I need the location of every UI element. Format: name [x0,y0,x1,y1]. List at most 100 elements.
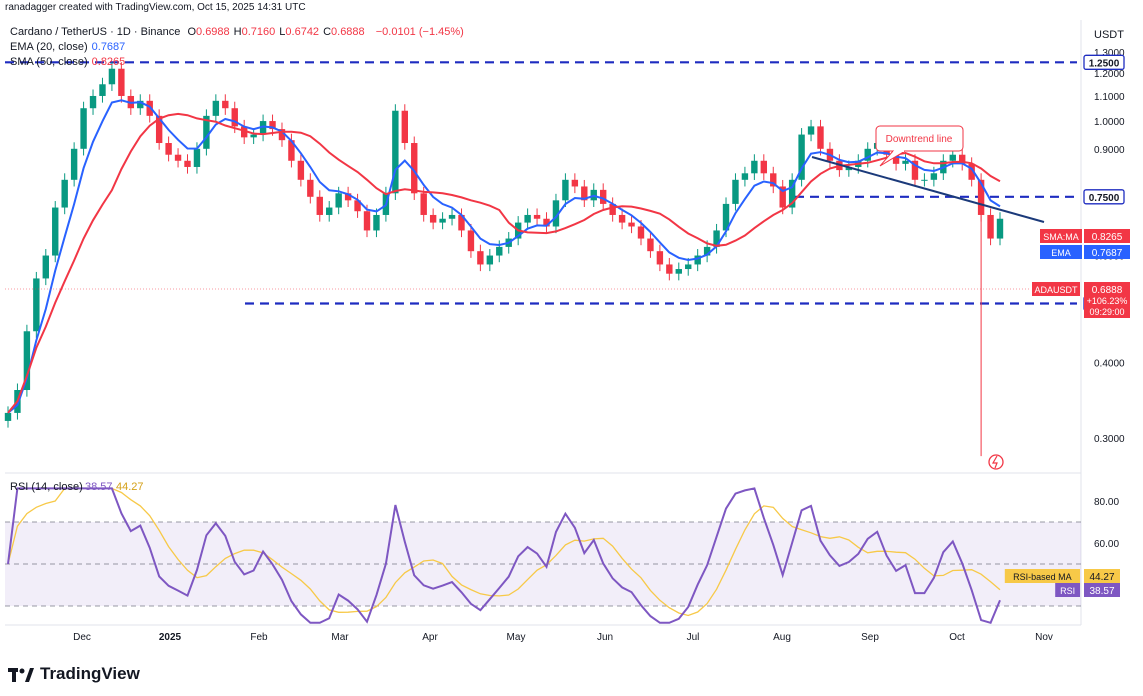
downtrend-label: Downtrend line [886,134,953,145]
svg-text:0.7687: 0.7687 [1092,248,1123,259]
candle [61,173,68,215]
price-tick: 1.1000 [1094,92,1125,103]
symbol-line: Cardano / TetherUS · 1D · Binance O0.698… [10,26,468,38]
candle [600,183,607,211]
candle [552,193,560,234]
candle [184,154,191,174]
candle [798,128,805,187]
candle [618,208,626,230]
candle [203,109,210,156]
rsi-lines [7,487,1001,625]
candle [33,271,40,338]
time-axis[interactable]: Dec 2025 Feb Mar Apr May Jun Jul Aug Sep Oct Nov [73,632,1053,643]
time-tick: 2025 [159,632,182,643]
candle [987,208,994,246]
downtrend-callout: Downtrend line [875,125,964,167]
candle [581,179,588,207]
price-tick: 1.3000 [1094,48,1125,59]
rsi-ma-tag: RSI-based MA 44.27 [1004,569,1120,583]
candle [770,166,777,194]
tradingview-brand: TradingView [40,664,140,683]
svg-text:1.2500: 1.2500 [1089,58,1120,69]
sma-legend[interactable]: SMA (50, close) 0.8265 [10,56,129,68]
author-line: ranadagger created with TradingView.com,… [5,2,306,13]
candle [80,101,87,156]
candle [713,223,720,254]
candle [694,249,701,272]
candle [89,89,97,115]
support-resistance-levels [5,61,1077,305]
candle [807,119,815,142]
ema-price-tag: EMA 0.7687 [1040,245,1130,259]
ema-legend-value: 0.7687 [91,41,126,53]
candle [788,173,796,215]
price-pane[interactable] [5,20,1081,472]
candle [344,186,352,207]
candle [52,201,59,263]
candle [571,173,579,194]
ohlc-o: O0.6988 [187,26,230,38]
ema-legend[interactable]: EMA (20, close) 0.7687 [10,41,129,53]
time-tick: Nov [1035,632,1053,643]
rsi-title: RSI (14, close) [10,481,83,493]
rsi-line [7,487,1001,625]
rsi-tick: 80.00 [1094,497,1119,508]
candle [543,212,550,234]
candle [486,249,494,272]
tradingview-logo[interactable]: TradingView [8,664,140,684]
candle [401,104,408,150]
candle [316,190,323,222]
time-tick: Feb [250,632,268,643]
candle [392,104,399,200]
ema-legend-label: EMA (20, close) [10,41,88,53]
svg-text:09:29:00: 09:29:00 [1089,307,1124,317]
level-tag-0.7500: 0.7500 [1083,189,1125,205]
candle [250,128,257,145]
candle [278,122,286,147]
rsi-band [5,521,1081,607]
time-tick: Aug [773,632,791,643]
candle [146,94,153,123]
price-tick: 1.2000 [1094,69,1125,80]
svg-text:ADAUSDT: ADAUSDT [1034,285,1078,295]
rsi-tick: 60.00 [1094,539,1119,550]
time-tick: Jul [687,632,700,643]
sma-line [7,112,1001,414]
lightning-icon[interactable] [988,454,1004,470]
tradingview-logo-icon [8,667,34,682]
svg-text:+106.23%: +106.23% [1087,296,1128,306]
candle [297,154,305,187]
candle [524,208,531,230]
svg-text:44.27: 44.27 [1089,572,1114,583]
ema-line [7,99,1001,414]
candle [477,244,484,272]
time-tick: Apr [422,632,438,643]
svg-text:0.7500: 0.7500 [1089,193,1120,204]
candle [439,212,446,230]
candle [817,119,824,156]
level-tag-1.2500: 1.2500 [1083,54,1125,70]
sma-price-tag: SMA:MA 0.8265 [1040,229,1130,243]
candle [174,148,182,168]
ohlc-values: O0.6988 H0.7160 L0.6742 C0.6888 [187,26,368,38]
candle [902,154,909,171]
svg-text:EMA: EMA [1051,248,1071,258]
downtrend-line [811,156,1045,223]
candle [212,94,220,123]
time-tick: May [507,632,526,643]
candle [165,136,172,162]
candle [656,244,664,272]
candle [921,173,928,187]
candle [533,208,541,226]
candle [741,166,749,187]
time-tick: Dec [73,632,91,643]
symbol-name[interactable]: Cardano / TetherUS · 1D · Binance [10,26,181,38]
candle [118,62,125,103]
svg-text:RSI: RSI [1060,586,1075,596]
price-tick: 1.0000 [1094,117,1125,128]
candle [99,77,106,103]
svg-text:38.57: 38.57 [1089,586,1114,597]
rsi-ma-value-header: 44.27 [116,481,144,493]
candle [288,133,295,168]
